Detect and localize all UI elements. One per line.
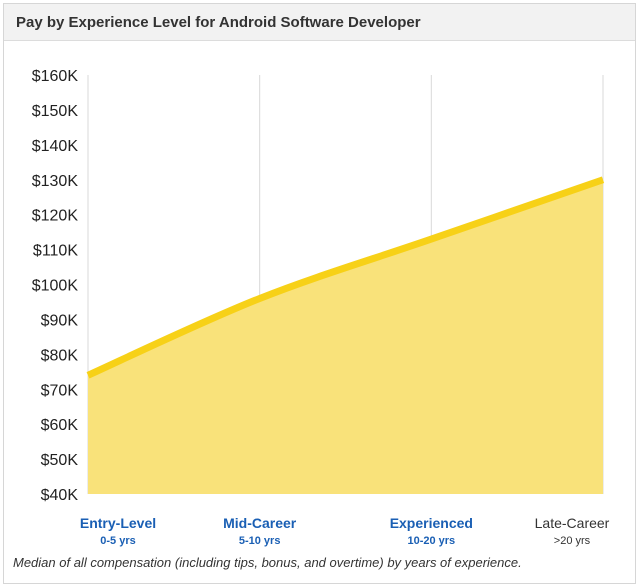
y-tick-label: $80K [41, 347, 79, 364]
x-labels: Entry-Level 0-5 yrs Mid-Career 5-10 yrs Expe… [80, 515, 610, 547]
x-category-sublabel: 10-20 yrs [407, 535, 455, 547]
y-tick-label: $90K [41, 312, 79, 329]
x-category-label[interactable]: Experienced [390, 515, 473, 531]
y-tick-label: $120K [32, 208, 79, 225]
y-tick-label: $130K [32, 173, 79, 190]
x-category-sublabel: 5-10 yrs [239, 535, 281, 547]
y-tick-label: $160K [32, 68, 79, 85]
area-layer [86, 176, 605, 494]
x-category-sublabel: >20 yrs [554, 535, 591, 547]
series-line [86, 176, 605, 379]
chart-caption: Median of all compensation (including ti… [13, 555, 522, 570]
y-tick-label: $100K [32, 278, 79, 295]
x-category-label: Late-Career [535, 515, 610, 531]
y-tick-label: $150K [32, 103, 79, 120]
x-category-sublabel: 0-5 yrs [100, 535, 135, 547]
y-tick-label: $50K [41, 452, 79, 469]
x-category-label[interactable]: Entry-Level [80, 515, 156, 531]
axis-layer: $160K $150K $140K $130K $120K $110K $100K $90K $… [32, 68, 79, 504]
y-tick-label: $40K [41, 487, 79, 504]
y-tick-label: $140K [32, 138, 79, 155]
y-tick-label: $60K [41, 417, 79, 434]
y-tick-label: $70K [41, 382, 79, 399]
area-fill [88, 179, 603, 494]
y-tick-label: $110K [33, 243, 78, 260]
x-category-label[interactable]: Mid-Career [223, 515, 297, 531]
chart-title: Pay by Experience Level for Android Soft… [4, 4, 635, 41]
